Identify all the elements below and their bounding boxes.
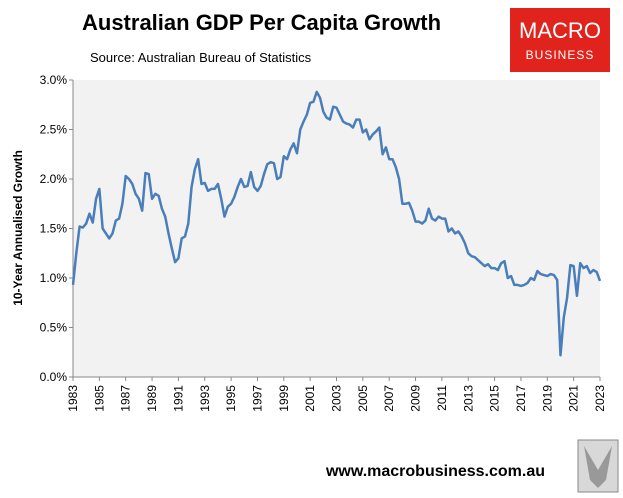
x-tick-label: 2001 xyxy=(303,385,317,412)
logo-fox xyxy=(584,446,612,488)
plot-area xyxy=(73,80,600,377)
x-tick-label: 2003 xyxy=(330,385,344,412)
x-tick-label: 1999 xyxy=(277,385,291,412)
chart-title: Australian GDP Per Capita Growth xyxy=(82,10,441,35)
y-tick-label: 3.0% xyxy=(40,73,68,87)
chart-subtitle: Source: Australian Bureau of Statistics xyxy=(90,50,312,65)
x-tick-label: 2009 xyxy=(409,385,423,412)
footer-url: www.macrobusiness.com.au xyxy=(325,463,545,480)
x-tick-label: 2019 xyxy=(540,385,554,412)
x-tick-label: 1985 xyxy=(92,385,106,412)
x-tick-label: 2023 xyxy=(593,385,607,412)
x-tick-label: 2021 xyxy=(567,385,581,412)
x-tick-label: 1989 xyxy=(145,385,159,412)
x-tick-label: 1987 xyxy=(119,385,133,412)
logo-box xyxy=(510,8,610,72)
y-tick-label: 2.5% xyxy=(40,123,68,137)
logo-text: MACRO xyxy=(519,18,601,43)
y-axis-label: 10-Year Annualised Growth xyxy=(11,150,25,306)
y-tick-label: 0.0% xyxy=(40,370,68,384)
y-tick-label: 0.5% xyxy=(40,321,68,335)
y-tick-label: 1.0% xyxy=(40,271,68,285)
x-tick-label: 2015 xyxy=(488,385,502,412)
x-tick-label: 1983 xyxy=(66,385,80,412)
x-tick-label: 2005 xyxy=(356,385,370,412)
data-line xyxy=(71,90,602,357)
x-tick-label: 2013 xyxy=(461,385,475,412)
y-tick-label: 2.0% xyxy=(40,172,68,186)
x-tick-label: 2007 xyxy=(382,385,396,412)
x-tick-label: 1995 xyxy=(224,385,238,412)
x-tick-label: 1993 xyxy=(198,385,212,412)
x-tick-label: 1991 xyxy=(171,385,185,412)
y-tick-label: 1.5% xyxy=(40,222,68,236)
x-tick-label: 2011 xyxy=(435,385,449,411)
x-tick-label: 2017 xyxy=(514,385,528,412)
logo-text: BUSINESS xyxy=(526,48,595,62)
x-tick-label: 1997 xyxy=(250,385,264,412)
